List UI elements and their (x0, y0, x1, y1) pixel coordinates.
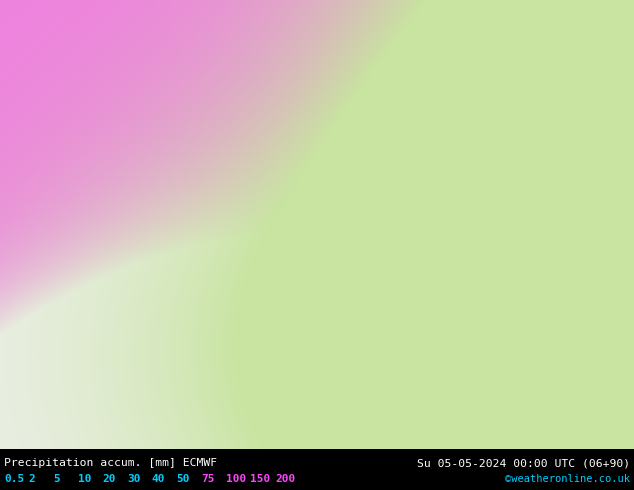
Text: 10: 10 (78, 474, 91, 484)
Text: 30: 30 (127, 474, 141, 484)
Text: 5: 5 (53, 474, 60, 484)
Text: 200: 200 (275, 474, 295, 484)
Text: Precipitation accum. [mm] ECMWF: Precipitation accum. [mm] ECMWF (4, 458, 217, 468)
Text: 150: 150 (250, 474, 271, 484)
Text: 40: 40 (152, 474, 165, 484)
Text: Su 05-05-2024 00:00 UTC (06+90): Su 05-05-2024 00:00 UTC (06+90) (417, 458, 630, 468)
Text: ©weatheronline.co.uk: ©weatheronline.co.uk (505, 474, 630, 484)
Text: 100: 100 (226, 474, 246, 484)
Text: 0.5: 0.5 (4, 474, 24, 484)
Text: 20: 20 (103, 474, 116, 484)
Text: 2: 2 (29, 474, 36, 484)
Text: 50: 50 (176, 474, 190, 484)
Text: 75: 75 (201, 474, 214, 484)
